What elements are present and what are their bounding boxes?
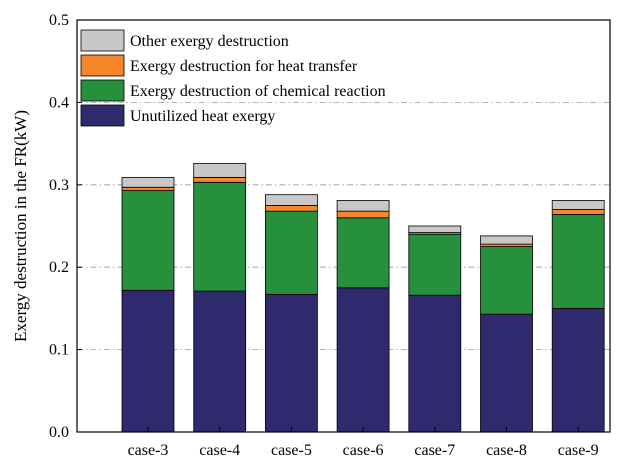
legend-swatch (80, 54, 125, 77)
x-tick-label: case-9 (558, 442, 599, 459)
bars (121, 162, 605, 433)
y-tick-label: 0.0 (49, 424, 69, 441)
bar-segment (121, 176, 175, 188)
bar-segment (551, 209, 605, 215)
x-tick-label: case-7 (414, 442, 455, 459)
legend-label: Exergy destruction of chemical reaction (130, 83, 386, 100)
bar-segment (408, 233, 462, 296)
bar-segment (551, 307, 605, 433)
y-tick-label: 0.1 (49, 342, 69, 359)
bar-segment (336, 217, 390, 289)
bar-segment (408, 294, 462, 433)
bar-segment (408, 225, 462, 233)
bar-segment (551, 214, 605, 309)
y-tick-label: 0.4 (49, 94, 69, 111)
x-tick-label: case-4 (199, 442, 240, 459)
x-tick-label: case-8 (486, 442, 527, 459)
legend-swatch (80, 29, 125, 52)
x-tick-label: case-3 (128, 442, 169, 459)
x-axis-ticks: case-3 case-4 case-5 case-6 case-7 case-8 case… (128, 427, 599, 459)
y-tick-label: 0.2 (49, 259, 69, 276)
bar-segment (193, 181, 247, 292)
bar-segment (121, 186, 175, 191)
bar-segment (264, 293, 318, 433)
legend-label: Exergy destruction for heat transfer (130, 58, 358, 75)
bar-segment (264, 204, 318, 212)
bar-segment (264, 194, 318, 206)
bar-segment (193, 176, 247, 183)
bar-segment (121, 190, 175, 291)
bar-segment (264, 210, 318, 295)
bar-segment (480, 313, 533, 433)
y-axis-ticks: 0.0 0.1 0.2 0.3 0.4 0.5 (49, 12, 82, 441)
plot-frame (76, 19, 611, 433)
y-axis-label: Exergy destruction in the FR(kW) (11, 110, 30, 342)
bar-segment (336, 287, 390, 433)
x-tick-label: case-5 (271, 442, 312, 459)
bar-segment (480, 246, 533, 315)
y-tick-label: 0.3 (49, 177, 69, 194)
legend: Other exergy destruction Exergy destructi… (80, 29, 386, 127)
legend-label: Other exergy destruction (130, 33, 289, 50)
bar-segment (193, 162, 247, 178)
bar-segment (480, 235, 533, 245)
legend-label: Unutilized heat exergy (130, 108, 275, 125)
bar-segment (121, 289, 175, 433)
bar-segment (336, 210, 390, 219)
bar-segment (193, 290, 247, 433)
bar-segment (551, 200, 605, 210)
x-tick-label: case-6 (343, 442, 384, 459)
y-tick-label: 0.5 (49, 12, 69, 29)
bar-segment (336, 200, 390, 212)
legend-swatch (80, 104, 125, 127)
legend-swatch (80, 79, 125, 102)
